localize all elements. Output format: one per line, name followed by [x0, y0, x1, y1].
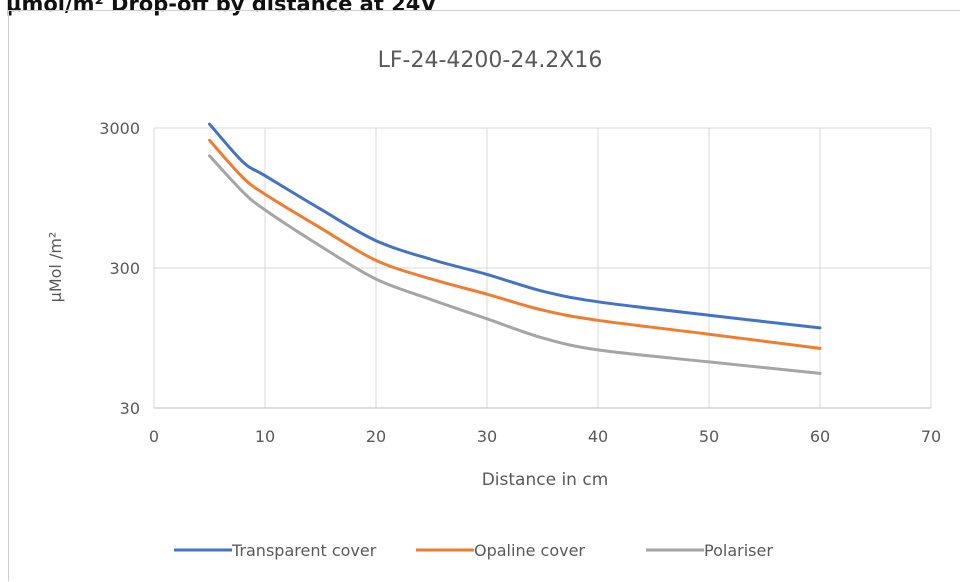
- series-line-polariser: [208, 154, 822, 375]
- series-line-opaline-cover: [208, 138, 822, 350]
- chart-title: LF-24-4200-24.2X16: [378, 48, 603, 73]
- x-tick-label: 20: [366, 427, 386, 446]
- legend-label-polariser: Polariser: [704, 541, 773, 560]
- y-tick-label: 300: [109, 259, 140, 278]
- x-tick-label: 70: [921, 427, 941, 446]
- series-line-transparent-cover: [208, 122, 822, 330]
- axis-layer: 0 10 20 30 40 50 60 70 30 300 3000: [99, 119, 941, 446]
- y-tick-label: 3000: [99, 119, 140, 138]
- series-layer: [208, 122, 822, 375]
- legend-label-opaline-cover: Opaline cover: [474, 541, 585, 560]
- chart-svg: 0 10 20 30 40 50 60 70 30 300 3000 LF-24-4200-24.2…: [46, 48, 941, 560]
- chart-area: 0 10 20 30 40 50 60 70 30 300 3000 LF-24-4200-24.2…: [8, 10, 960, 581]
- x-tick-label: 50: [699, 427, 719, 446]
- legend: Transparent cover Opaline cover Polariser: [174, 541, 773, 560]
- page-heading: µmol/m² Drop-off by distance at 24V: [6, 0, 437, 16]
- grid-layer: [153, 127, 932, 409]
- x-tick-label: 30: [477, 427, 497, 446]
- x-tick-label: 40: [588, 427, 608, 446]
- x-tick-label: 60: [810, 427, 830, 446]
- x-axis-label: Distance in cm: [482, 470, 609, 490]
- x-tick-label: 10: [255, 427, 275, 446]
- legend-label-transparent-cover: Transparent cover: [231, 541, 377, 560]
- y-tick-label: 30: [120, 399, 140, 418]
- x-tick-label: 0: [149, 427, 159, 446]
- y-axis-label: µMol /m²: [46, 232, 65, 303]
